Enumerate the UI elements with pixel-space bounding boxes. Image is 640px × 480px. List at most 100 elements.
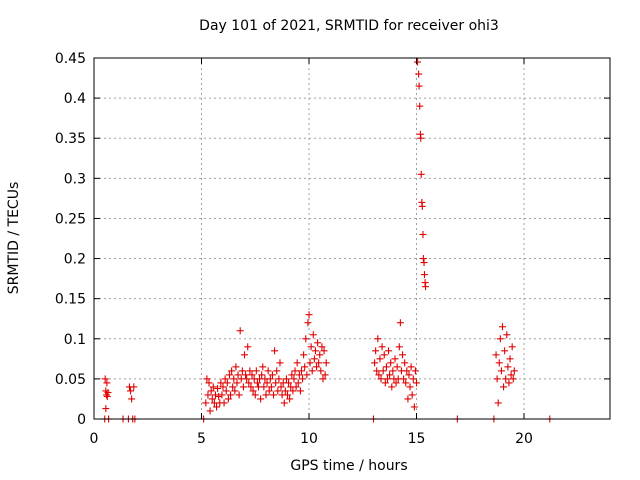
data-point xyxy=(290,375,298,383)
data-point xyxy=(289,387,297,395)
data-point xyxy=(510,367,518,375)
y-tick-label: 0.3 xyxy=(64,171,86,187)
y-tick-label: 0.15 xyxy=(55,292,86,308)
data-point xyxy=(101,375,109,383)
data-point xyxy=(405,371,413,379)
data-point xyxy=(380,351,388,359)
x-tick-label: 20 xyxy=(515,431,533,447)
data-point xyxy=(415,70,423,78)
data-point xyxy=(270,391,278,399)
data-point xyxy=(375,371,383,379)
data-point xyxy=(263,379,271,387)
data-point xyxy=(260,383,268,391)
data-point xyxy=(244,343,252,351)
x-tick-label: 5 xyxy=(197,431,206,447)
data-point xyxy=(128,395,136,403)
data-point xyxy=(403,367,411,375)
data-point xyxy=(233,379,241,387)
data-point xyxy=(230,375,238,383)
chart-title: Day 101 of 2021, SRMTID for receiver ohi… xyxy=(199,18,499,34)
data-point xyxy=(316,351,324,359)
data-point xyxy=(389,367,397,375)
data-point xyxy=(417,170,425,178)
data-point xyxy=(272,379,280,387)
data-point xyxy=(506,355,514,363)
data-point xyxy=(284,391,291,399)
data-point xyxy=(211,391,219,399)
data-point xyxy=(399,351,407,359)
data-point xyxy=(416,102,424,110)
y-tick-label: 0.1 xyxy=(64,332,86,348)
data-point xyxy=(377,375,385,383)
data-point xyxy=(505,379,513,387)
data-point xyxy=(310,355,318,363)
data-point xyxy=(238,367,246,375)
data-point xyxy=(228,367,236,375)
data-point xyxy=(208,395,216,403)
y-tick-label: 0.35 xyxy=(55,131,86,147)
plot-frame xyxy=(93,57,611,420)
y-tick-label: 0.25 xyxy=(55,211,86,227)
data-point xyxy=(407,363,415,371)
data-point xyxy=(273,367,281,375)
data-point xyxy=(247,383,255,391)
data-point xyxy=(415,82,423,90)
data-point xyxy=(242,371,250,379)
data-point xyxy=(408,391,416,399)
data-point xyxy=(280,399,288,407)
data-point xyxy=(419,230,427,238)
data-point xyxy=(203,375,211,383)
data-point xyxy=(402,379,410,387)
data-point xyxy=(392,379,400,387)
data-point xyxy=(371,359,379,367)
data-point xyxy=(385,347,393,355)
data-point xyxy=(309,331,317,339)
y-axis-label: SRMTID / TECUs xyxy=(6,182,22,295)
data-point xyxy=(306,359,314,367)
data-point xyxy=(288,371,296,379)
data-point xyxy=(400,375,408,383)
data-point xyxy=(322,359,330,367)
data-point xyxy=(217,379,225,387)
data-point xyxy=(225,371,233,379)
data-point xyxy=(222,387,230,395)
data-point xyxy=(320,347,328,355)
data-point xyxy=(223,379,231,387)
data-point xyxy=(388,383,396,391)
data-point xyxy=(218,391,226,399)
x-tick-label: 0 xyxy=(90,431,99,447)
data-point xyxy=(507,371,515,379)
data-point xyxy=(259,363,267,371)
data-point xyxy=(308,367,316,375)
data-point xyxy=(378,343,386,351)
data-point xyxy=(103,393,111,401)
data-point xyxy=(321,371,329,379)
data-point xyxy=(313,363,321,371)
data-point xyxy=(207,387,215,395)
data-point xyxy=(251,391,259,399)
data-point xyxy=(294,379,302,387)
data-point xyxy=(104,389,112,397)
data-point xyxy=(295,371,303,379)
data-point xyxy=(317,367,325,375)
data-point xyxy=(406,383,414,391)
data-point xyxy=(243,375,251,383)
data-point xyxy=(300,351,308,359)
data-point xyxy=(422,283,430,291)
data-point xyxy=(232,363,240,371)
data-point xyxy=(305,311,313,319)
data-point xyxy=(503,331,511,339)
data-point xyxy=(215,393,223,401)
y-tick-label: 0.45 xyxy=(55,51,86,67)
data-point xyxy=(246,367,254,375)
data-point xyxy=(396,319,404,327)
data-point xyxy=(264,367,272,375)
data-point xyxy=(281,387,289,395)
data-point xyxy=(297,367,305,375)
y-tick-label: 0.4 xyxy=(64,91,86,107)
data-point xyxy=(391,355,399,363)
data-point xyxy=(285,379,293,387)
data-point xyxy=(420,271,428,279)
data-point xyxy=(502,375,510,383)
data-point xyxy=(258,371,266,379)
